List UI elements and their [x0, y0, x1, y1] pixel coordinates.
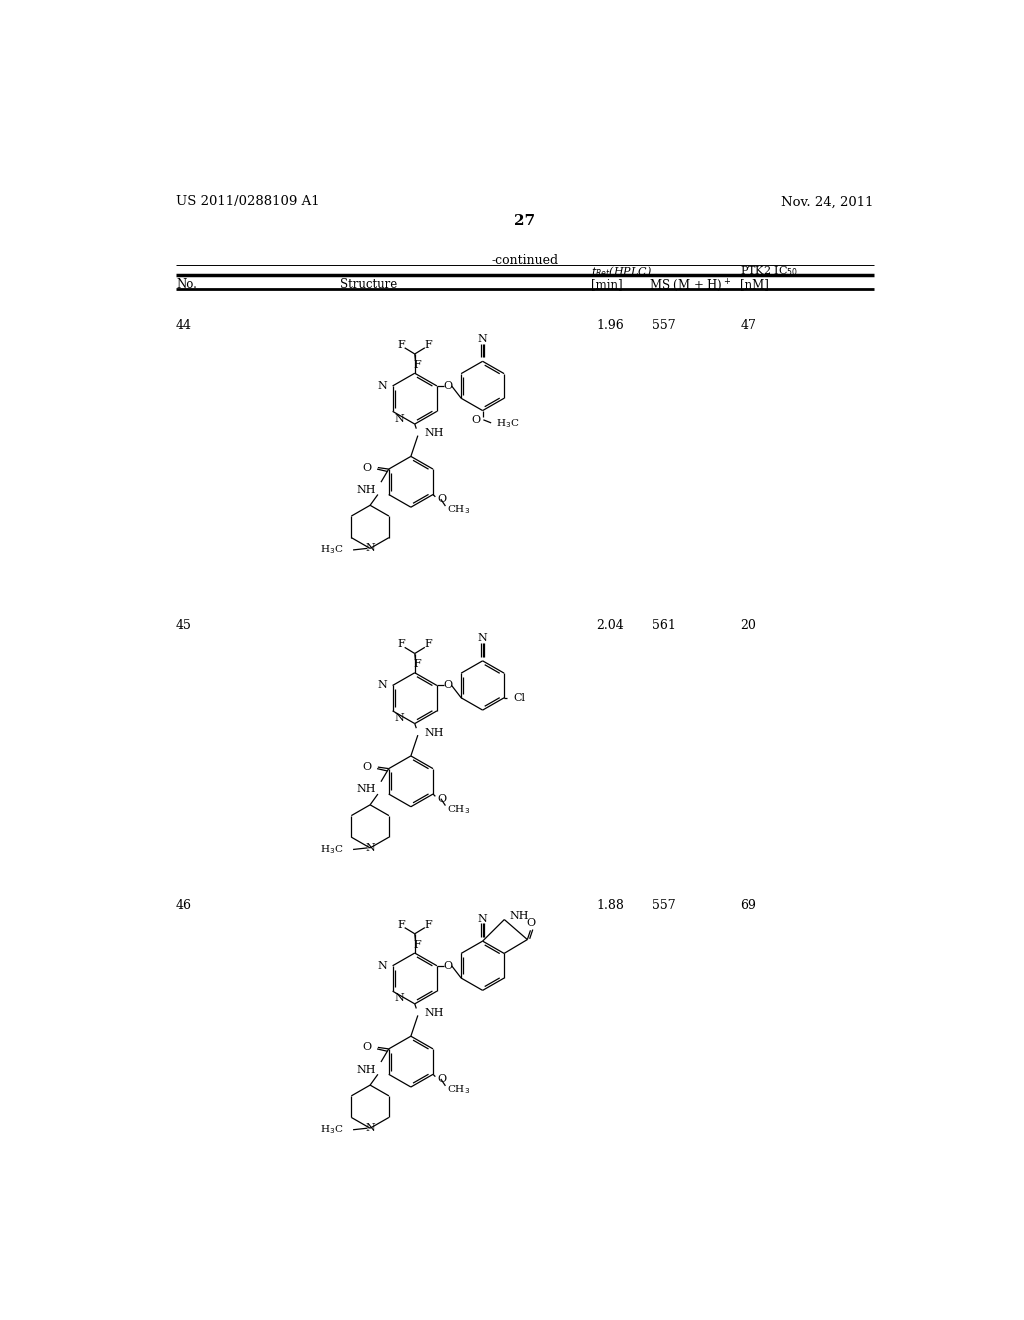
Text: [min]: [min] — [591, 277, 623, 290]
Text: CH$_3$: CH$_3$ — [446, 1084, 470, 1096]
Text: 44: 44 — [176, 319, 193, 333]
Text: NH: NH — [425, 727, 444, 738]
Text: Structure: Structure — [340, 277, 397, 290]
Text: H$_3$C: H$_3$C — [496, 417, 519, 430]
Text: O: O — [437, 793, 446, 804]
Text: N: N — [478, 913, 487, 924]
Text: N: N — [478, 634, 487, 643]
Text: N: N — [366, 1123, 375, 1133]
Text: 47: 47 — [740, 319, 756, 333]
Text: N: N — [378, 961, 387, 970]
Text: 1.88: 1.88 — [596, 899, 624, 912]
Text: F: F — [397, 339, 404, 350]
Text: F: F — [397, 639, 404, 649]
Text: MS (M + H)$^+$: MS (M + H)$^+$ — [649, 277, 731, 294]
Text: [nM]: [nM] — [740, 277, 769, 290]
Text: 2.04: 2.04 — [596, 619, 624, 632]
Text: US 2011/0288109 A1: US 2011/0288109 A1 — [176, 195, 319, 209]
Text: PTK2 IC$_{50}$: PTK2 IC$_{50}$ — [740, 264, 799, 279]
Text: $t_{Ret}$(HPLC): $t_{Ret}$(HPLC) — [591, 264, 652, 280]
Text: -continued: -continued — [492, 253, 558, 267]
Text: NH: NH — [425, 1008, 444, 1018]
Text: NH: NH — [356, 484, 377, 495]
Text: N: N — [378, 381, 387, 391]
Text: NH: NH — [509, 911, 528, 920]
Text: 561: 561 — [652, 619, 676, 632]
Text: N: N — [366, 544, 375, 553]
Text: O: O — [526, 919, 536, 928]
Text: F: F — [414, 360, 421, 370]
Text: 69: 69 — [740, 899, 756, 912]
Text: N: N — [395, 413, 404, 424]
Text: N: N — [378, 681, 387, 690]
Text: N: N — [395, 713, 404, 723]
Text: NH: NH — [425, 428, 444, 438]
Text: F: F — [425, 339, 432, 350]
Text: O: O — [437, 494, 446, 504]
Text: 557: 557 — [652, 319, 676, 333]
Text: 20: 20 — [740, 619, 756, 632]
Text: F: F — [397, 920, 404, 929]
Text: N: N — [395, 994, 404, 1003]
Text: O: O — [443, 681, 453, 690]
Text: CH$_3$: CH$_3$ — [446, 503, 470, 516]
Text: CH$_3$: CH$_3$ — [446, 803, 470, 816]
Text: N: N — [366, 843, 375, 853]
Text: NH: NH — [356, 784, 377, 795]
Text: N: N — [478, 334, 487, 345]
Text: 1.96: 1.96 — [596, 319, 624, 333]
Text: O: O — [362, 1043, 372, 1052]
Text: 46: 46 — [176, 899, 193, 912]
Text: H$_3$C: H$_3$C — [321, 544, 344, 556]
Text: O: O — [443, 961, 453, 970]
Text: O: O — [437, 1074, 446, 1084]
Text: F: F — [414, 940, 421, 949]
Text: F: F — [425, 639, 432, 649]
Text: 45: 45 — [176, 619, 191, 632]
Text: O: O — [471, 414, 480, 425]
Text: H$_3$C: H$_3$C — [321, 843, 344, 855]
Text: Nov. 24, 2011: Nov. 24, 2011 — [781, 195, 873, 209]
Text: 557: 557 — [652, 899, 676, 912]
Text: H$_3$C: H$_3$C — [321, 1123, 344, 1137]
Text: 27: 27 — [514, 214, 536, 228]
Text: F: F — [425, 920, 432, 929]
Text: NH: NH — [356, 1065, 377, 1074]
Text: Cl: Cl — [513, 693, 525, 702]
Text: O: O — [443, 381, 453, 391]
Text: No.: No. — [176, 277, 197, 290]
Text: O: O — [362, 762, 372, 772]
Text: F: F — [414, 659, 421, 669]
Text: O: O — [362, 462, 372, 473]
